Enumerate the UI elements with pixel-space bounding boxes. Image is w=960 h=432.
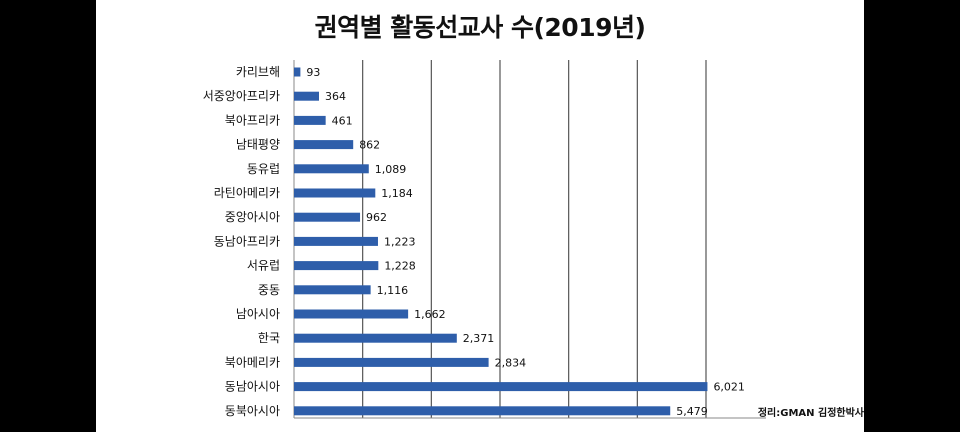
bar [294, 115, 326, 125]
bar [294, 309, 409, 319]
category-label: 동유럽 [247, 162, 280, 176]
source-credit: 정리:GMAN 김정한박사 [757, 408, 864, 419]
data-label: 2,371 [463, 332, 495, 345]
data-label: 93 [306, 66, 320, 79]
data-label: 1,184 [381, 187, 413, 200]
data-label: 461 [332, 114, 353, 127]
category-label: 동남아시아 [225, 380, 280, 394]
bar [294, 164, 369, 174]
category-label: 서중앙아프리카 [203, 89, 280, 103]
chart-slide: 권역별 활동선교사 수(2019년) 카리브해 93 서중앙아프리카 364 북아프리카… [96, 0, 864, 432]
category-label: 남태평양 [236, 138, 280, 152]
bar-chart: 카리브해 93 서중앙아프리카 364 북아프리카 461 남태평양 862 동유럽 1,089 라… [203, 60, 766, 419]
data-label: 5,479 [676, 405, 708, 418]
bar [294, 91, 319, 101]
bar [294, 212, 361, 222]
data-label: 1,223 [384, 235, 416, 248]
category-label: 남아시아 [236, 307, 280, 321]
bar [294, 382, 708, 392]
bar [294, 67, 301, 77]
category-label: 중앙아시아 [225, 210, 280, 224]
bar [294, 357, 489, 367]
bar [294, 236, 378, 246]
bar [294, 261, 379, 271]
category-label: 북아메리카 [225, 355, 280, 369]
chart-title: 권역별 활동선교사 수(2019년) [314, 13, 646, 42]
data-label: 862 [359, 139, 380, 152]
data-label: 1,116 [377, 284, 409, 297]
category-label: 중동 [258, 283, 280, 297]
bar [294, 188, 376, 198]
category-label: 라틴아메리카 [214, 186, 280, 200]
category-label: 카리브해 [236, 65, 280, 79]
category-label: 동남아프리카 [214, 234, 280, 248]
data-label: 1,228 [384, 260, 416, 273]
data-label: 364 [325, 90, 346, 103]
data-label: 6,021 [713, 381, 745, 394]
data-label: 1,089 [375, 163, 407, 176]
bar [294, 285, 371, 295]
data-label: 1,662 [414, 308, 446, 321]
data-label: 2,834 [495, 356, 527, 369]
bar [294, 140, 354, 150]
category-label: 서유럽 [247, 259, 280, 273]
bar [294, 406, 671, 416]
category-label: 북아프리카 [225, 113, 280, 127]
category-label: 동북아시아 [225, 404, 280, 418]
category-label: 한국 [258, 331, 280, 345]
bar [294, 333, 457, 343]
data-label: 962 [366, 211, 387, 224]
